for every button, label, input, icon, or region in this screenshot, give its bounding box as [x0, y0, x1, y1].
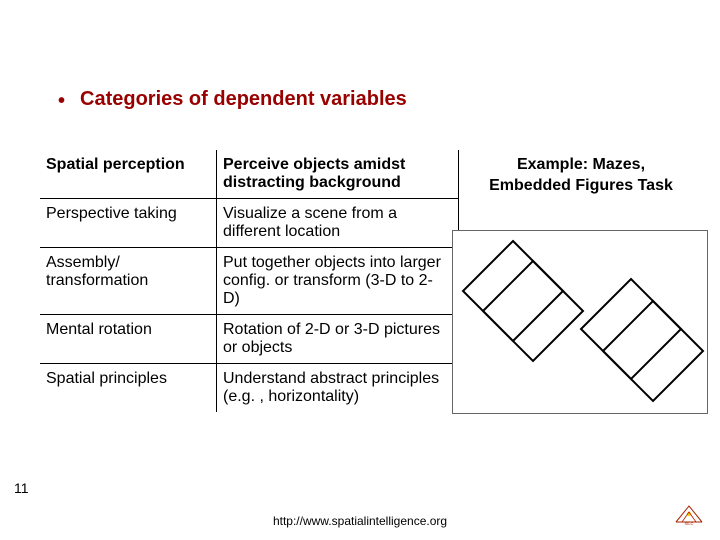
diamond-shape	[581, 279, 681, 379]
cell-category: Perspective taking	[40, 199, 217, 248]
footer-url: http://www.spatialintelligence.org	[0, 514, 720, 528]
cell-description: Rotation of 2-D or 3-D pictures or objec…	[217, 315, 459, 364]
diamond-shape	[603, 301, 703, 401]
heading: Categories of dependent variables	[80, 88, 407, 111]
table-row: Assembly/ transformation Put together ob…	[40, 248, 459, 315]
cell-description: Visualize a scene from a different locat…	[217, 199, 459, 248]
categories-table: Spatial perception Perceive objects amid…	[40, 150, 459, 412]
example-label: Example: Mazes, Embedded Figures Task	[462, 155, 700, 197]
example-line2: Embedded Figures Task	[489, 177, 673, 194]
embedded-figures-diagram	[452, 230, 708, 414]
table-row: Mental rotation Rotation of 2-D or 3-D p…	[40, 315, 459, 364]
table-row: Spatial principles Understand abstract p…	[40, 364, 459, 413]
diamond-shape	[483, 261, 583, 361]
page-number: 11	[14, 480, 29, 496]
cell-category: Spatial perception	[40, 150, 217, 199]
cell-description: Understand abstract principles (e.g. , h…	[217, 364, 459, 413]
diagram-svg	[453, 231, 707, 413]
cell-description: Perceive objects amidst distracting back…	[217, 150, 459, 199]
table-row: Spatial perception Perceive objects amid…	[40, 150, 459, 199]
bullet-dot: •	[58, 90, 65, 113]
logo-text: SILC	[685, 521, 694, 526]
cell-category: Mental rotation	[40, 315, 217, 364]
cell-category: Spatial principles	[40, 364, 217, 413]
cell-description: Put together objects into larger config.…	[217, 248, 459, 315]
slide: • Categories of dependent variables Spat…	[0, 0, 720, 540]
diamond-shape	[463, 241, 563, 341]
table-row: Perspective taking Visualize a scene fro…	[40, 199, 459, 248]
cell-category: Assembly/ transformation	[40, 248, 217, 315]
example-line1: Example: Mazes,	[517, 156, 645, 173]
silc-logo-icon: SILC	[672, 502, 706, 526]
